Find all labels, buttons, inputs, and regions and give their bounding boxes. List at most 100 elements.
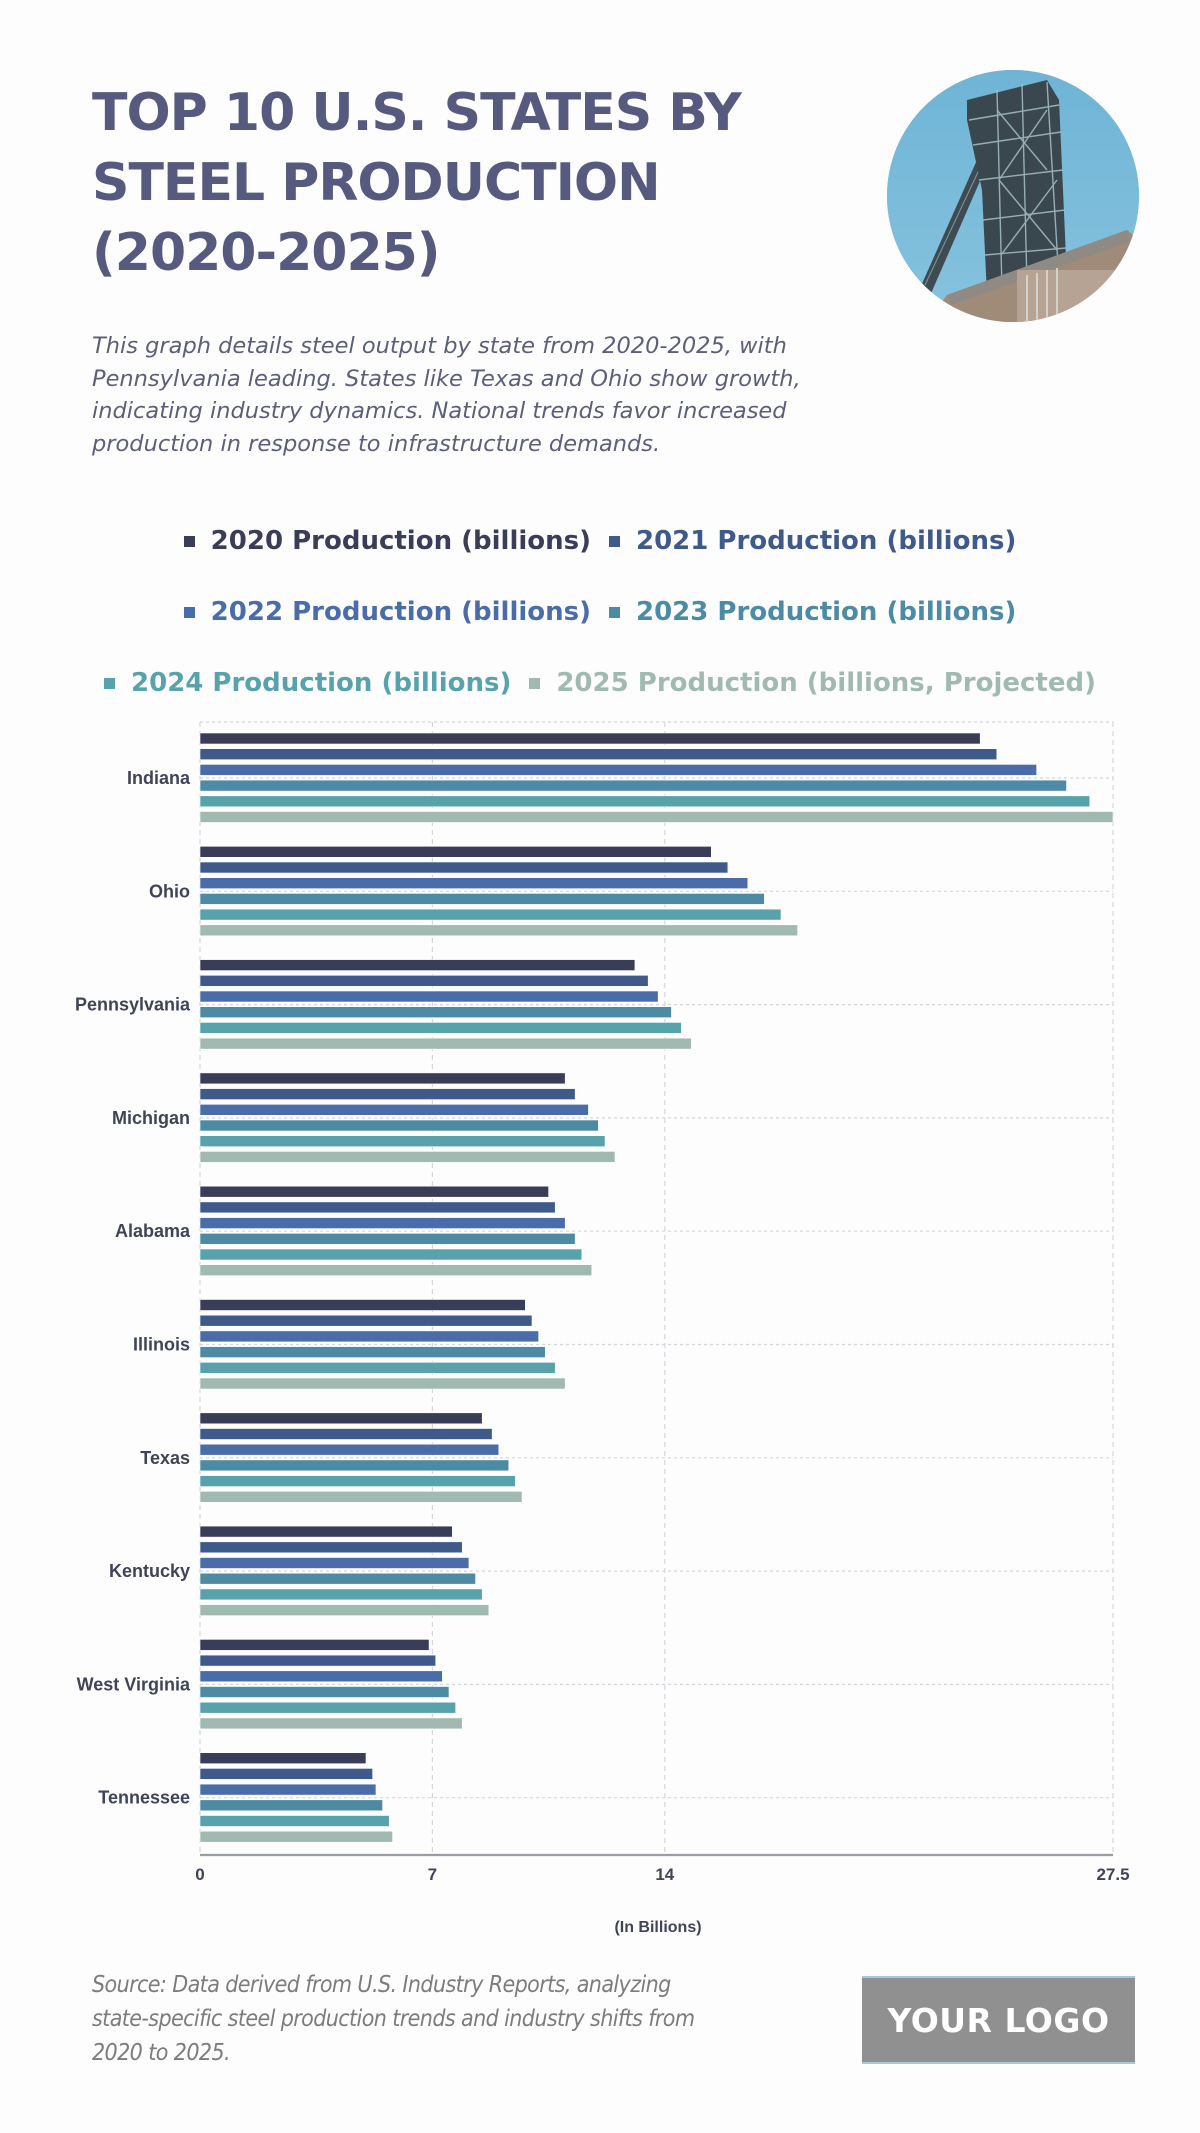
legend-item-2025[interactable]: 2025 Production (billions, Projected) — [529, 668, 1096, 698]
bar-tennessee-2021[interactable] — [199, 1768, 373, 1780]
bar-kentucky-2022[interactable] — [199, 1557, 470, 1569]
bar-tennessee-2025[interactable] — [199, 1830, 393, 1843]
bar-alabama-2025[interactable] — [199, 1264, 593, 1277]
bar-kentucky-2025[interactable] — [199, 1604, 490, 1616]
bar-west-virginia-2025[interactable] — [199, 1717, 463, 1730]
bar-pennsylvania-2021[interactable] — [199, 974, 649, 987]
bar-texas-2021[interactable] — [199, 1428, 493, 1440]
legend-swatch-2023 — [609, 606, 620, 618]
bar-michigan-2021[interactable] — [199, 1088, 576, 1100]
bar-ohio-2023[interactable] — [199, 893, 765, 905]
bar-kentucky-2020[interactable] — [199, 1525, 453, 1538]
category-label: Illinois — [133, 1335, 190, 1355]
bar-indiana-2023[interactable] — [199, 779, 1067, 792]
bar-pennsylvania-2023[interactable] — [199, 1006, 672, 1019]
steel-tower-illustration — [887, 70, 1139, 322]
title-line-3: (2020-2025) — [92, 223, 441, 283]
legend-label-2025: 2025 Production (billions, Projected) — [556, 668, 1096, 698]
steel-tower-photo — [887, 70, 1139, 322]
bar-tennessee-2024[interactable] — [199, 1815, 390, 1827]
bar-pennsylvania-2024[interactable] — [199, 1022, 682, 1034]
legend-swatch-2025 — [529, 677, 541, 689]
legend-row-3: 2024 Production (billions) 2025 Producti… — [0, 668, 1200, 698]
title-line-2: STEEL PRODUCTION — [92, 153, 661, 213]
bar-michigan-2024[interactable] — [199, 1135, 606, 1148]
chart-description: This graph details steel output by state… — [92, 333, 801, 457]
bar-illinois-2021[interactable] — [199, 1314, 533, 1327]
x-tick-label: 14 — [655, 1865, 674, 1884]
bar-texas-2024[interactable] — [199, 1475, 516, 1487]
x-tick-label: 0 — [195, 1865, 204, 1884]
bar-ohio-2021[interactable] — [199, 861, 729, 874]
bar-indiana-2022[interactable] — [199, 764, 1037, 776]
legend-swatch-2020 — [183, 535, 195, 547]
category-label: Pennsylvania — [75, 995, 191, 1015]
bar-tennessee-2023[interactable] — [199, 1799, 383, 1812]
legend-swatch-2021 — [609, 535, 620, 547]
category-label: Alabama — [115, 1221, 191, 1241]
category-label: Kentucky — [109, 1561, 190, 1581]
legend-swatch-2022 — [183, 606, 195, 618]
legend-swatch-2024 — [104, 677, 116, 689]
bar-kentucky-2023[interactable] — [199, 1572, 476, 1585]
bar-indiana-2020[interactable] — [199, 732, 981, 745]
bar-west-virginia-2023[interactable] — [199, 1686, 450, 1698]
bar-ohio-2024[interactable] — [199, 908, 782, 921]
bar-illinois-2022[interactable] — [199, 1330, 539, 1343]
bar-michigan-2023[interactable] — [199, 1119, 599, 1132]
bar-ohio-2025[interactable] — [199, 924, 798, 937]
bar-ohio-2022[interactable] — [199, 877, 749, 889]
bar-west-virginia-2022[interactable] — [199, 1670, 443, 1683]
bar-chart: Indiana Ohio Pennsylvania Michigan Alabama Il… — [75, 721, 1130, 1936]
bar-kentucky-2024[interactable] — [199, 1588, 483, 1601]
bar-west-virginia-2020[interactable] — [199, 1639, 430, 1651]
bar-west-virginia-2024[interactable] — [199, 1701, 456, 1714]
bar-alabama-2020[interactable] — [199, 1185, 549, 1198]
legend-label-2023: 2023 Production (billions) — [636, 597, 1017, 627]
bar-west-virginia-2021[interactable] — [199, 1654, 437, 1667]
bar-texas-2020[interactable] — [199, 1412, 483, 1425]
bar-michigan-2020[interactable] — [199, 1072, 566, 1085]
category-label: Tennessee — [98, 1788, 190, 1808]
bar-indiana-2021[interactable] — [199, 748, 998, 761]
bar-tennessee-2022[interactable] — [199, 1783, 377, 1796]
logo-placeholder: YOUR LOGO — [862, 1976, 1135, 2064]
category-label: West Virginia — [77, 1674, 191, 1694]
x-axis: 0 7 14 27.5 — [195, 1853, 1130, 1884]
legend-item-2023[interactable]: 2023 Production (billions) — [609, 597, 1016, 627]
legend-label-2024: 2024 Production (billions) — [131, 668, 512, 698]
bar-illinois-2023[interactable] — [199, 1346, 546, 1358]
legend-row-1: 2020 Production (billions) 2021 Producti… — [0, 526, 1200, 556]
bar-texas-2022[interactable] — [199, 1443, 500, 1456]
category-labels: Indiana Ohio Pennsylvania Michigan Alabama Il… — [75, 768, 191, 1808]
page-title: TOP 10 U.S. STATES BY STEEL PRODUCTION (… — [92, 78, 812, 288]
bar-alabama-2022[interactable] — [199, 1217, 566, 1229]
legend-item-2020[interactable]: 2020 Production (billions) — [183, 526, 591, 556]
legend-item-2021[interactable]: 2021 Production (billions) — [609, 526, 1016, 556]
bar-tennessee-2020[interactable] — [199, 1752, 367, 1764]
bar-alabama-2024[interactable] — [199, 1248, 583, 1261]
bar-ohio-2020[interactable] — [199, 846, 712, 858]
bar-illinois-2024[interactable] — [199, 1361, 556, 1374]
bar-illinois-2025[interactable] — [199, 1377, 566, 1390]
source-note: Source: Data derived from U.S. Industry … — [92, 1972, 695, 2066]
x-tick-label: 27.5 — [1096, 1865, 1129, 1884]
category-label: Michigan — [112, 1108, 190, 1128]
bar-pennsylvania-2020[interactable] — [199, 959, 636, 971]
bar-indiana-2025[interactable] — [199, 811, 1114, 823]
bar-pennsylvania-2022[interactable] — [199, 990, 659, 1003]
bar-michigan-2022[interactable] — [199, 1103, 589, 1116]
legend-row-2: 2022 Production (billions) 2023 Producti… — [0, 597, 1200, 627]
legend-label-2022: 2022 Production (billions) — [210, 597, 591, 627]
bar-michigan-2025[interactable] — [199, 1151, 616, 1163]
bar-alabama-2023[interactable] — [199, 1232, 576, 1245]
bar-texas-2023[interactable] — [199, 1459, 510, 1472]
bar-texas-2025[interactable] — [199, 1490, 523, 1503]
bar-alabama-2021[interactable] — [199, 1201, 556, 1214]
legend-item-2024[interactable]: 2024 Production (billions) — [104, 668, 511, 698]
bar-kentucky-2021[interactable] — [199, 1541, 463, 1554]
bar-pennsylvania-2025[interactable] — [199, 1037, 692, 1050]
bar-illinois-2020[interactable] — [199, 1299, 526, 1311]
legend-item-2022[interactable]: 2022 Production (billions) — [183, 597, 591, 627]
bar-indiana-2024[interactable] — [199, 795, 1091, 808]
